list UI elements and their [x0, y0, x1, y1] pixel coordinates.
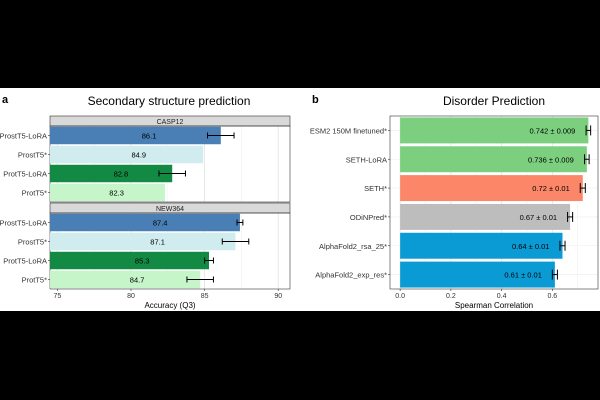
error-bar-facet-new364-prott5-lora	[204, 257, 214, 264]
data-label-facet-casp12-prostt5-lora: 86.1	[142, 132, 157, 141]
bar-facet-casp12-prott5-lora	[50, 164, 173, 183]
panel-b-bars: 0.742 ± 0.009 ESM2 150M finetuned* 0.736 ±…	[310, 117, 592, 288]
bar-facet-new364-prostt5-lora	[50, 213, 240, 232]
panel-a-x-axis: 75 80 85 90	[53, 289, 282, 300]
error-bar-odinpred	[567, 211, 574, 222]
category-label-odinpred: ODiNPred*	[350, 213, 387, 222]
panel-a-bars: 86.1 ProstT5-LoRA 84.9 ProstT5* 82.8 ProtT5-L…	[0, 126, 250, 289]
category-label-alphafold2-rsa-25: AlphaFold2_rsa_25*	[319, 242, 387, 251]
panel-b-xlabel: Spearman Correlation	[455, 301, 533, 310]
bar-alphafold2-exp-res	[400, 261, 555, 288]
bar-facet-casp12-prostt5-lora	[50, 126, 221, 145]
panel-b-title: Disorder Prediction	[443, 94, 545, 108]
facet-label-casp12: CASP12	[157, 119, 184, 126]
facet-frame-casp12	[49, 125, 291, 203]
error-bar-esm2-150m-finetuned	[585, 125, 592, 136]
panel-a-letter: a	[2, 94, 9, 106]
error-bar-facet-casp12-prott5-lora	[158, 170, 186, 177]
data-label-odinpred: 0.67 ± 0.01	[520, 213, 557, 222]
x-tick-label-0.2: 0.2	[446, 293, 456, 300]
category-label-facet-new364-prostt5: ProstT5*	[18, 238, 47, 247]
data-label-facet-new364-prott5-lora: 85.3	[135, 257, 150, 266]
panel-b-letter: b	[312, 94, 319, 106]
bar-seth-lora	[400, 146, 587, 173]
data-label-esm2-150m-finetuned: 0.742 ± 0.009	[530, 126, 576, 135]
data-label-alphafold2-rsa-25: 0.64 ± 0.01	[512, 242, 549, 251]
error-bar-alphafold2-rsa-25	[559, 240, 566, 251]
error-bar-facet-new364-prostt5	[221, 238, 250, 245]
error-bar-facet-new364-prott5	[186, 276, 214, 283]
data-label-facet-new364-prostt5-lora: 87.4	[153, 219, 168, 228]
facet-frame-new364	[49, 212, 291, 290]
category-label-facet-casp12-prott5-lora: ProtT5-LoRA	[3, 170, 47, 179]
x-tick-label-75: 75	[53, 293, 61, 300]
panel-b-grid	[390, 116, 598, 289]
bar-seth	[400, 175, 583, 202]
error-bar-facet-casp12-prostt5-lora	[207, 132, 235, 139]
x-tick-label-85: 85	[201, 293, 209, 300]
bar-esm2-150m-finetuned	[400, 117, 589, 144]
bar-facet-new364-prott5-lora	[50, 251, 210, 270]
panel-b-bg	[390, 116, 598, 289]
panel-a-xlabel: Accuracy (Q3)	[144, 301, 195, 310]
bar-alphafold2-rsa-25	[400, 232, 563, 259]
data-label-seth: 0.72 ± 0.01	[532, 184, 569, 193]
data-label-facet-casp12-prostt5: 84.9	[132, 151, 147, 160]
bar-facet-casp12-prott5	[50, 183, 165, 202]
category-label-facet-new364-prostt5-lora: ProstT5-LoRA	[0, 219, 47, 228]
bar-odinpred	[400, 203, 571, 230]
x-tick-label-0.6: 0.6	[547, 293, 557, 300]
bar-facet-casp12-prostt5	[50, 145, 204, 164]
facet-label-new364: NEW364	[156, 206, 184, 213]
x-tick-label-90: 90	[274, 293, 282, 300]
data-label-alphafold2-exp-res: 0.61 ± 0.01	[504, 271, 541, 280]
bar-facet-new364-prott5	[50, 270, 201, 289]
x-tick-label-80: 80	[127, 293, 135, 300]
data-label-facet-new364-prott5: 84.7	[130, 276, 145, 285]
panel-b-frame	[389, 115, 599, 290]
data-label-facet-casp12-prott5: 82.3	[109, 189, 124, 198]
figure: a Secondary structure prediction CASP12 …	[0, 88, 600, 311]
category-label-facet-new364-prott5: ProtT5*	[22, 276, 48, 285]
panel-b-x-axis: 0.0 0.2 0.4 0.6	[395, 289, 557, 300]
category-label-facet-new364-prott5-lora: ProtT5-LoRA	[3, 257, 47, 266]
error-bar-alphafold2-exp-res	[551, 269, 558, 280]
category-label-facet-casp12-prostt5-lora: ProstT5-LoRA	[0, 132, 47, 141]
x-tick-label-0.0: 0.0	[395, 293, 405, 300]
x-tick-label-0.4: 0.4	[497, 293, 507, 300]
error-bar-seth-lora	[584, 154, 590, 165]
panel-a-title: Secondary structure prediction	[88, 94, 251, 108]
category-label-seth: SETH*	[364, 184, 387, 193]
error-bar-seth	[579, 183, 586, 194]
bar-facet-new364-prostt5	[50, 232, 236, 251]
data-label-facet-casp12-prott5-lora: 82.8	[114, 170, 129, 179]
category-label-esm2-150m-finetuned: ESM2 150M finetuned*	[310, 126, 387, 135]
category-label-seth-lora: SETH-LoRA	[346, 155, 387, 164]
data-label-seth-lora: 0.736 ± 0.009	[528, 155, 574, 164]
category-label-alphafold2-exp-res: AlphaFold2_exp_res*	[315, 271, 387, 280]
category-label-facet-casp12-prott5: ProtT5*	[22, 189, 48, 198]
figure-svg: a Secondary structure prediction CASP12 …	[0, 94, 599, 310]
error-bar-facet-new364-prostt5-lora	[236, 219, 244, 226]
data-label-facet-new364-prostt5: 87.1	[150, 238, 165, 247]
category-label-facet-casp12-prostt5: ProstT5*	[18, 151, 47, 160]
